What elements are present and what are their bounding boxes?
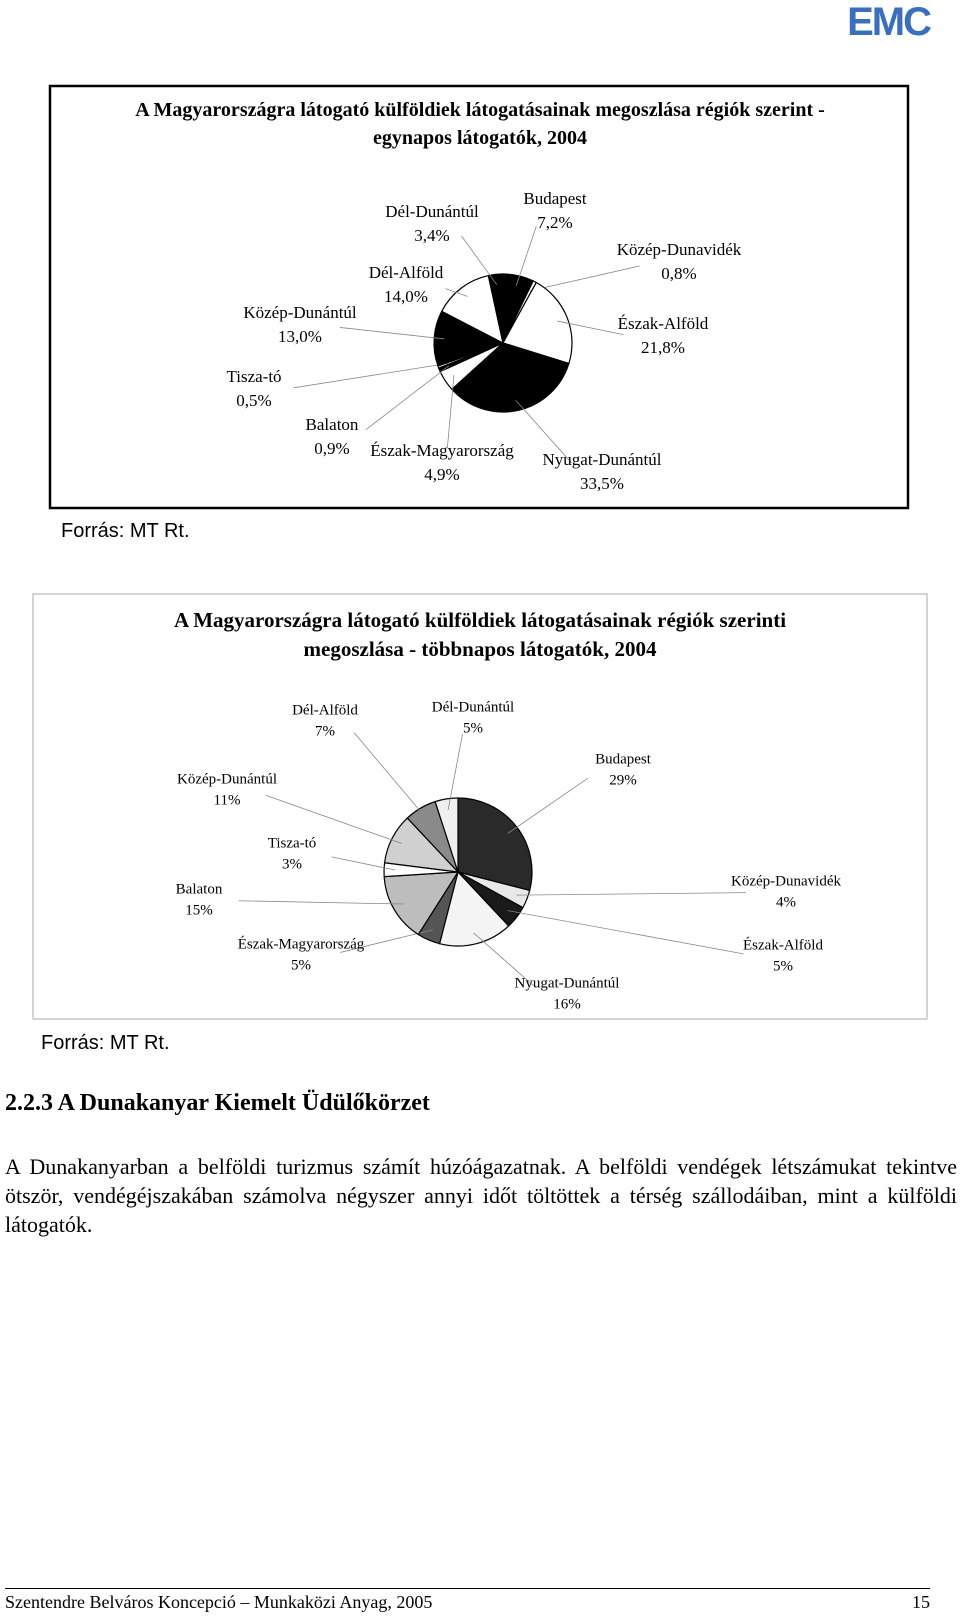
slice-label: Balaton xyxy=(176,881,223,897)
value-label: 0,9% xyxy=(314,439,349,458)
slice-label: Közép-Dunavidék xyxy=(617,240,742,259)
leader-line xyxy=(238,900,404,905)
leader-line xyxy=(516,892,747,896)
pie-slice xyxy=(487,273,504,344)
slice-label: Dél-Alföld xyxy=(369,263,444,282)
slice-label: Tisza-tó xyxy=(226,367,281,386)
paragraph: A Dunakanyarban a belföldi turizmus szám… xyxy=(5,1154,957,1237)
leader-line xyxy=(265,794,403,844)
slice-label: Budapest xyxy=(595,751,652,767)
slice-label: Nyugat-Dunántúl xyxy=(543,450,662,469)
leader-line xyxy=(515,226,537,286)
value-label: 0,8% xyxy=(661,264,696,283)
slice-label: Balaton xyxy=(306,415,359,434)
slice-label: Közép-Dunántúl xyxy=(243,303,357,322)
value-label: 4% xyxy=(776,894,796,910)
source: Forrás: MT Rt. xyxy=(61,520,190,542)
slice-label: Észak-Magyarország xyxy=(238,935,365,952)
footer-rule xyxy=(5,1588,930,1589)
value-label: 5% xyxy=(291,957,311,973)
slice-label: Észak-Alföld xyxy=(618,314,709,333)
slice-label: Budapest xyxy=(523,189,587,208)
leader-line xyxy=(293,362,449,389)
value-label: 11% xyxy=(214,792,241,808)
section-heading: 2.2.3 A Dunakanyar Kiemelt Üdülőkörzet xyxy=(5,1090,430,1116)
slice-label: Közép-Dunántúl xyxy=(177,771,277,787)
slice-label: Dél-Alföld xyxy=(292,702,358,718)
value-label: 3% xyxy=(282,856,302,872)
leader-line xyxy=(339,327,445,340)
leader-line xyxy=(529,265,640,292)
value-label: 0,5% xyxy=(236,391,271,410)
value-label: 7,2% xyxy=(537,213,572,232)
value-label: 3,4% xyxy=(414,226,449,245)
pie-slice xyxy=(450,342,570,413)
value-label: 15% xyxy=(185,902,213,918)
slice-label: Tisza-tó xyxy=(268,835,317,851)
slice-label: Észak-Magyarország xyxy=(370,441,514,460)
logo: EMC xyxy=(847,0,932,44)
value-label: 7% xyxy=(315,723,335,739)
pie-slice xyxy=(434,797,459,873)
value-label: 13,0% xyxy=(278,327,322,346)
leader-line xyxy=(445,288,468,297)
value-label: 4,9% xyxy=(424,465,459,484)
leader-line xyxy=(507,910,744,955)
slice-label: Közép-Dunavidék xyxy=(731,873,841,889)
pie-slice xyxy=(457,797,533,892)
value-label: 33,5% xyxy=(580,474,624,493)
source: Forrás: MT Rt. xyxy=(41,1032,170,1054)
pie-slice xyxy=(502,281,573,365)
slice-label: Dél-Dunántúl xyxy=(385,202,479,221)
page-number: 15 xyxy=(912,1592,930,1612)
footer-text: Szentendre Belváros Koncepció – Munkaköz… xyxy=(5,1592,433,1612)
leader-line xyxy=(515,400,572,463)
pie-slice xyxy=(433,310,505,367)
leader-line xyxy=(365,365,450,430)
value-label: 5% xyxy=(773,958,793,974)
pie-slice xyxy=(438,870,510,947)
value-label: 21,8% xyxy=(641,338,685,357)
leader-line xyxy=(353,732,427,819)
leader-line xyxy=(473,932,534,986)
value-label: 29% xyxy=(609,772,637,788)
slice-label: Dél-Dunántúl xyxy=(432,699,514,715)
chart-title: A Magyarországra látogató külföldiek lát… xyxy=(135,99,825,149)
value-label: 5% xyxy=(463,720,483,736)
slice-label: Észak-Alföld xyxy=(743,936,823,953)
value-label: 16% xyxy=(553,996,581,1012)
slice-label: Nyugat-Dunántúl xyxy=(515,975,620,991)
chart-title: A Magyarországra látogató külföldiek lát… xyxy=(173,608,787,662)
leader-line xyxy=(507,777,589,834)
leader-line xyxy=(447,733,463,810)
pie-slice xyxy=(383,871,460,936)
leader-line xyxy=(446,375,455,449)
leader-line xyxy=(331,856,396,871)
leader-line xyxy=(461,235,498,285)
leader-line xyxy=(557,320,624,336)
value-label: 14,0% xyxy=(384,287,428,306)
